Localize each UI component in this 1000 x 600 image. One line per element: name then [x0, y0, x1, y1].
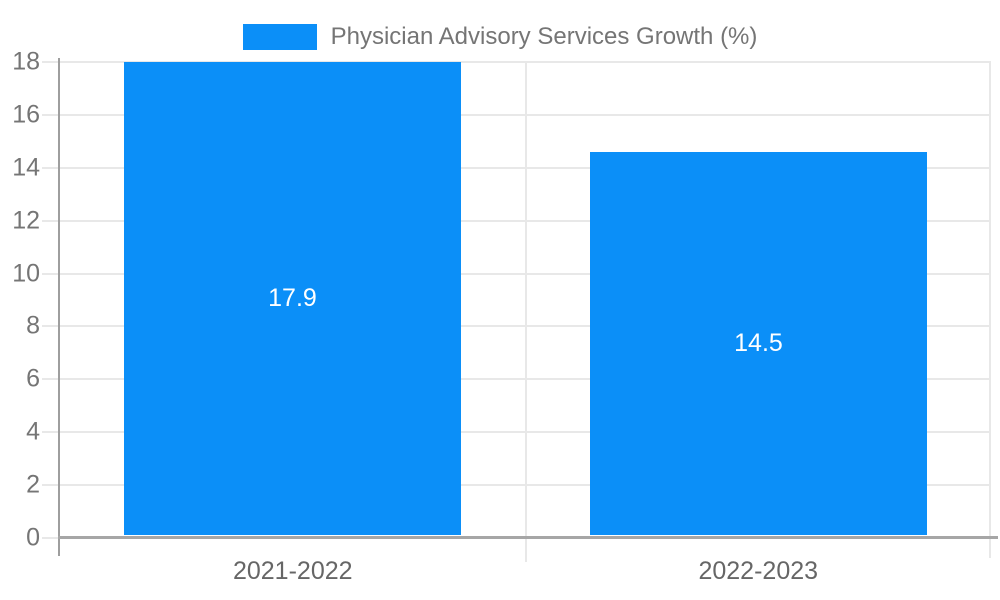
y-tick-4: [42, 431, 60, 434]
y-tick-label-0: 0: [26, 523, 40, 552]
y-tick-label-4: 4: [26, 417, 40, 446]
y-tick-18: [42, 61, 60, 63]
legend-swatch-icon: [242, 24, 317, 50]
y-tick-14: [42, 166, 60, 169]
x-category-label-2021-2022: 2021-2022: [232, 557, 353, 585]
y-axis-labels: 0 2 4 6 8 10 12 14 16 18: [0, 49, 40, 550]
category-boundary-line: [524, 62, 527, 562]
y-tick-6: [42, 378, 60, 381]
legend-label: Physician Advisory Services Growth (%): [330, 23, 758, 50]
x-category-label-2022-2023: 2022-2023: [698, 557, 819, 585]
y-tick-label-18: 18: [12, 47, 40, 76]
y-tick-label-12: 12: [12, 206, 40, 235]
y-tick-label-14: 14: [12, 153, 40, 182]
y-tick-0: [42, 537, 60, 539]
chart-legend: Physician Advisory Services Growth (%): [0, 22, 1000, 52]
plot-right-border: [989, 62, 991, 558]
y-tick-label-2: 2: [26, 470, 40, 499]
y-tick-8: [42, 325, 60, 328]
y-tick-2: [42, 484, 60, 487]
y-tick-12: [42, 219, 60, 222]
bar-2022-2023: 14.5: [590, 152, 927, 535]
y-tick-label-6: 6: [26, 364, 40, 393]
bar-2021-2022: 17.9: [124, 62, 461, 535]
y-tick-16: [42, 113, 60, 116]
y-tick-label-8: 8: [26, 311, 40, 340]
y-tick-label-10: 10: [12, 259, 40, 288]
plot-area: 17.9 14.5: [42, 58, 998, 562]
bar-value-label: 14.5: [734, 329, 783, 357]
bar-value-label: 17.9: [268, 284, 317, 312]
y-axis-line: [58, 58, 60, 556]
y-tick-label-16: 16: [12, 100, 40, 129]
x-axis-line: [58, 536, 998, 539]
x-axis-labels: 2021-2022 2022-2023: [60, 557, 991, 588]
y-tick-10: [42, 272, 60, 275]
